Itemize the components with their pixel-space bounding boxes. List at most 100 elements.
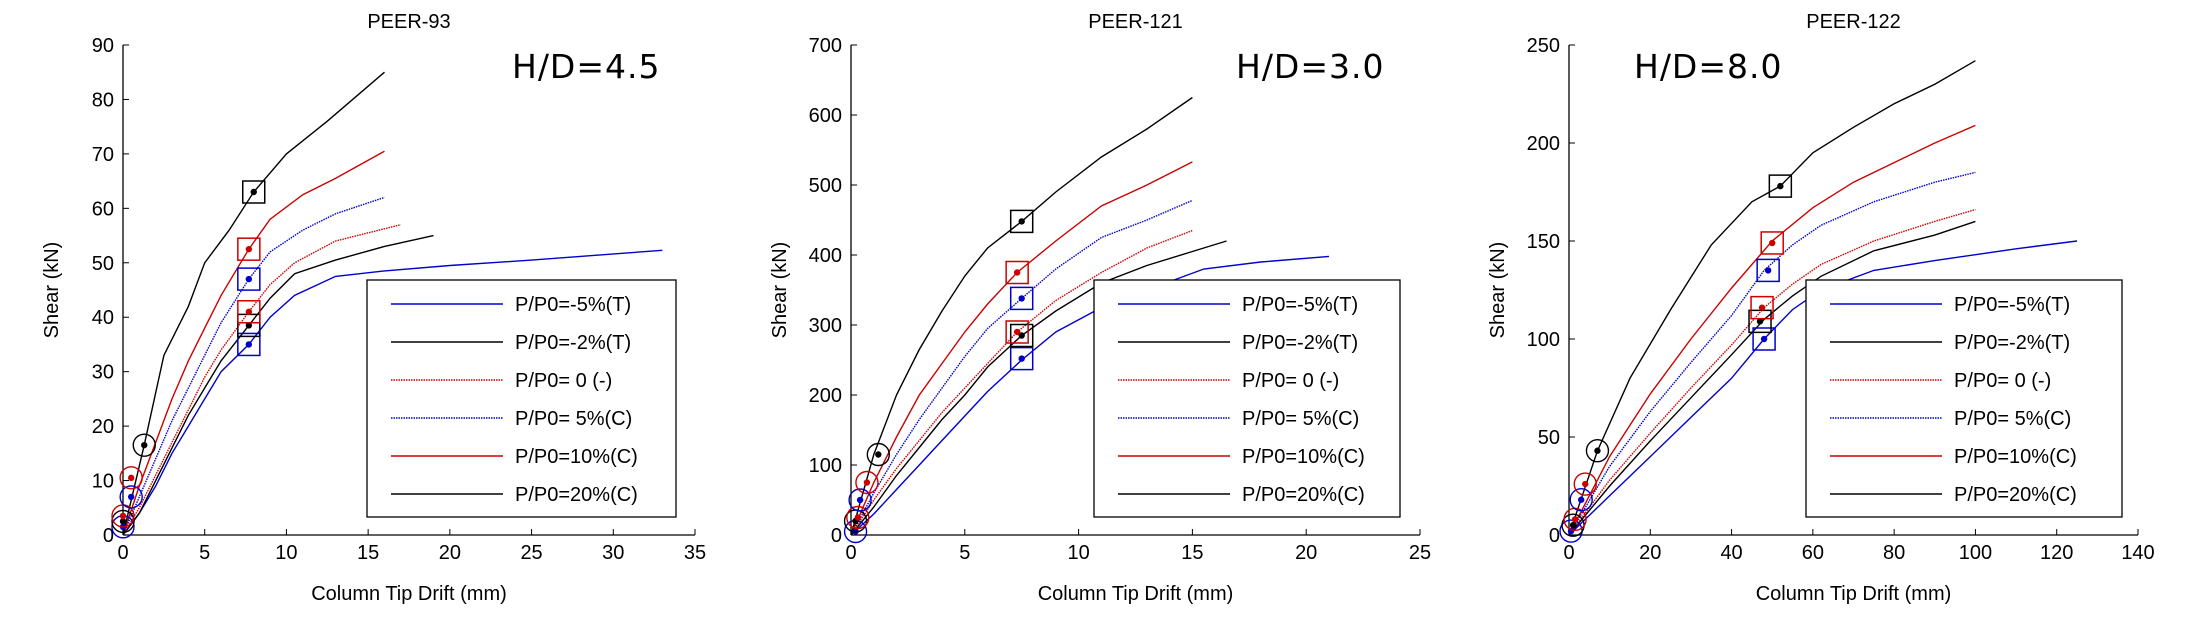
legend-label: P/P0= 0 (-) <box>515 370 612 392</box>
square-marker <box>1009 346 1034 371</box>
legend-label: P/P0=-2%(T) <box>515 332 631 354</box>
origin-point <box>1594 447 1601 454</box>
chart-panel-0: 0 5 10 15 20 25 30 35 0 10 20 30 40 50 60 70 80 90 PEER-93… <box>41 11 706 605</box>
y-tick-label: 200 <box>809 385 842 407</box>
origin-circle-marker <box>866 442 891 467</box>
y-tick-label: 50 <box>1538 427 1560 449</box>
legend-box <box>366 279 677 518</box>
series-line-0 <box>850 255 1330 536</box>
legend-label: P/P0= 0 (-) <box>1242 370 1339 392</box>
series-line-3 <box>850 199 1193 536</box>
legend-label: P/P0= 5%(C) <box>1954 408 2071 430</box>
square-marker <box>1750 295 1774 320</box>
legend-label: P/P0=-5%(T) <box>515 294 631 316</box>
origin-circle-marker <box>846 505 870 530</box>
origin-circle-marker <box>111 509 135 534</box>
y-tick-label: 90 <box>92 35 114 57</box>
x-tick-label: 35 <box>684 542 706 564</box>
x-tick-label: 40 <box>1720 542 1742 564</box>
y-tick-label: 0 <box>103 525 114 547</box>
x-tick-label: 0 <box>1563 542 1574 564</box>
marker-point <box>1760 335 1768 343</box>
legend-box <box>1805 279 2123 518</box>
square-marker <box>237 332 261 357</box>
marker-point <box>245 275 253 283</box>
square-marker <box>1009 209 1034 234</box>
square-marker <box>241 180 266 204</box>
y-tick-label: 50 <box>92 253 114 275</box>
square-marker <box>1005 260 1029 285</box>
y-tick-label: 400 <box>809 245 842 267</box>
x-axis-label: Column Tip Drift (mm) <box>311 583 507 605</box>
origin-point <box>1577 496 1585 503</box>
legend-label: P/P0= 0 (-) <box>1954 370 2051 392</box>
origin-point <box>1569 522 1577 529</box>
square-marker <box>237 267 261 291</box>
x-tick-label: 0 <box>117 542 128 564</box>
origin-point <box>141 441 148 449</box>
legend-label: P/P0=-5%(T) <box>1242 294 1358 316</box>
y-tick-label: 80 <box>92 89 114 111</box>
series-line-5 <box>850 96 1193 536</box>
marker-point <box>1777 182 1784 190</box>
square-marker <box>1009 286 1034 311</box>
marker-point <box>250 188 257 196</box>
legend-label: P/P0=10%(C) <box>1242 446 1365 468</box>
legend-label: P/P0=10%(C) <box>515 446 638 468</box>
series-line-0 <box>1568 240 2078 536</box>
chart-title: PEER-93 <box>367 11 450 33</box>
y-tick-label: 30 <box>92 362 114 384</box>
legend-label: P/P0=20%(C) <box>1242 484 1365 506</box>
legend-box <box>1093 279 1401 518</box>
legend: P/P0=-5%(T) P/P0=-2%(T) P/P0= 0 (-) P/P0= 5… <box>1805 279 2123 518</box>
series-line-2 <box>850 229 1193 536</box>
y-axis-label: Shear (kN) <box>41 242 63 339</box>
origin-point <box>863 479 871 486</box>
x-tick-label: 15 <box>357 542 379 564</box>
square-marker <box>1768 174 1793 198</box>
y-tick-label: 100 <box>809 455 842 477</box>
legend-label: P/P0=20%(C) <box>515 484 638 506</box>
chart-title: PEER-122 <box>1806 11 1901 33</box>
origin-circle-marker <box>855 470 879 495</box>
legend-label: P/P0=-5%(T) <box>1954 294 2070 316</box>
series-line-5 <box>1568 60 1976 536</box>
marker-point <box>1018 218 1025 225</box>
origin-circle-marker <box>1569 488 1593 512</box>
legend-label: P/P0=-2%(T) <box>1954 332 2070 354</box>
origin-point <box>127 474 135 482</box>
marker-point <box>1018 295 1025 302</box>
x-tick-label: 10 <box>275 542 297 564</box>
marker-point <box>1769 239 1776 247</box>
y-tick-label: 10 <box>92 471 114 493</box>
marker-point <box>1764 267 1772 274</box>
x-tick-label: 5 <box>959 542 970 564</box>
series-line-3 <box>1568 171 1976 536</box>
square-marker <box>237 300 261 324</box>
legend: P/P0=-5%(T) P/P0=-2%(T) P/P0= 0 (-) P/P0= 5… <box>1093 279 1401 518</box>
square-marker <box>1756 258 1780 283</box>
x-tick-label: 10 <box>1067 542 1089 564</box>
series-line-4 <box>850 161 1193 536</box>
marker-point <box>245 341 253 348</box>
ratio-annotation: H/D=4.5 <box>512 47 660 86</box>
x-tick-label: 5 <box>199 542 210 564</box>
y-tick-label: 40 <box>92 307 114 329</box>
marker-point <box>1756 318 1764 325</box>
origin-circle-marker <box>1573 472 1597 496</box>
x-tick-label: 80 <box>1883 542 1905 564</box>
square-marker <box>1760 231 1784 255</box>
marker-point <box>245 308 253 315</box>
x-tick-label: 15 <box>1181 542 1203 564</box>
square-marker <box>1009 323 1034 348</box>
legend-label: P/P0=20%(C) <box>1954 484 2077 506</box>
square-marker <box>237 237 261 261</box>
y-tick-label: 250 <box>1527 35 1560 57</box>
square-marker <box>1752 327 1776 351</box>
origin-circle-marker <box>1585 439 1610 463</box>
x-tick-label: 0 <box>845 542 856 564</box>
marker-point <box>245 245 253 253</box>
y-tick-label: 60 <box>92 198 114 220</box>
legend-label: P/P0= 5%(C) <box>1242 408 1359 430</box>
origin-point <box>1582 480 1589 488</box>
